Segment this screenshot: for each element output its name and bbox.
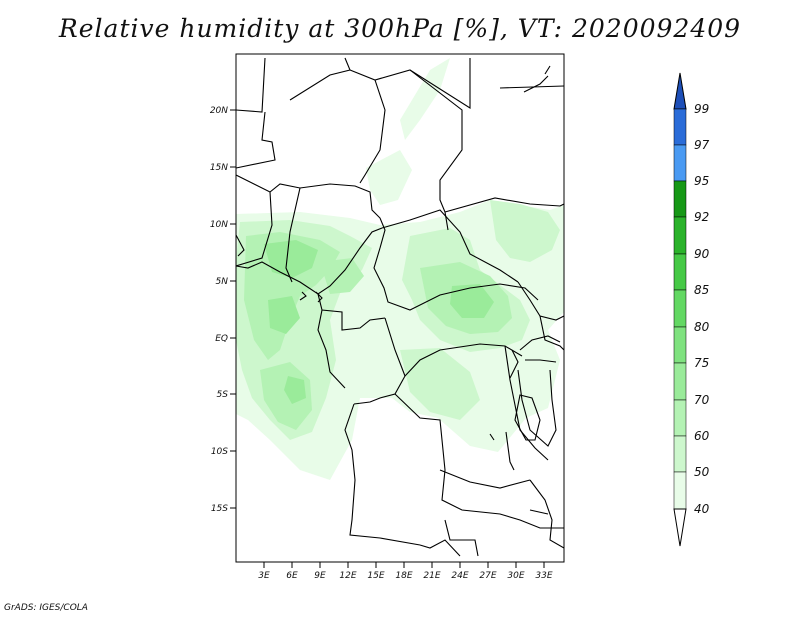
lon-tick-label: 6E [286,571,298,581]
lat-tick-label: EQ [215,334,228,344]
lat-tick-label: 15N [210,163,228,173]
colorbar-segment [673,435,687,473]
lon-tick-label: 33E [535,571,552,581]
rh-band-70-75 [264,240,318,278]
lon-tick-label: 27E [479,571,496,581]
lat-tick-label: 5S [217,390,229,400]
colorbar-segment [673,471,687,510]
lat-tick-label: 20N [210,106,228,116]
colorbar-segment [673,326,687,364]
grads-credit: GrADS: IGES/COLA [4,603,88,613]
lat-tick-label: 10N [210,220,228,230]
lon-tick-label: 18E [395,571,412,581]
lon-tick-label: 3E [258,571,270,581]
colorbar-label: 40 [694,502,710,516]
colorbar-label: 50 [694,465,710,479]
map-frame [235,53,565,563]
colorbar-segment [673,289,687,328]
colorbar-label: 99 [694,102,709,116]
colorbar-label: 85 [694,283,709,297]
lon-tick-label: 12E [339,571,356,581]
lon-tick-label: 15E [367,571,384,581]
map-title: Relative humidity at 300hPa [%], VT: 202… [58,14,742,43]
colorbar-label: 97 [694,138,710,152]
lat-tick-label: 10S [211,447,228,457]
colorbar-label: 60 [694,429,710,443]
lon-axis: 3E 6E 9E 12E 15E 18E 21E 24E 27E 30E 33E [258,562,553,581]
country-borders [236,57,564,557]
lon-tick-label: 9E [314,571,326,581]
colorbar-label: 92 [694,210,709,224]
lat-axis: 20N 15N 10N 5N EQ 5S 10S 15S [210,106,236,514]
colorbar-segment [673,216,687,255]
colorbar-segment [673,399,687,437]
colorbar-segment [673,253,687,291]
colorbar-segment [673,362,687,401]
lat-tick-label: 15S [211,504,228,514]
lon-tick-label: 24E [451,571,468,581]
colorbar-label: 80 [694,320,710,334]
colorbar-label: 75 [694,356,709,370]
colorbar-segment [673,144,687,182]
lon-tick-label: 21E [423,571,440,581]
colorbar-top-arrow [673,72,687,110]
colorbar-label: 90 [694,247,710,261]
lat-tick-label: 5N [216,277,229,287]
colorbar-label: 70 [694,393,710,407]
colorbar-bottom-arrow [673,508,687,547]
colorbar-segment [673,180,687,218]
humidity-shading [236,58,564,480]
lon-tick-label: 30E [507,571,524,581]
colorbar-label: 95 [694,174,709,188]
colorbar: 99 97 95 92 90 85 80 75 70 60 50 40 [673,72,710,547]
colorbar-segment [673,108,687,146]
